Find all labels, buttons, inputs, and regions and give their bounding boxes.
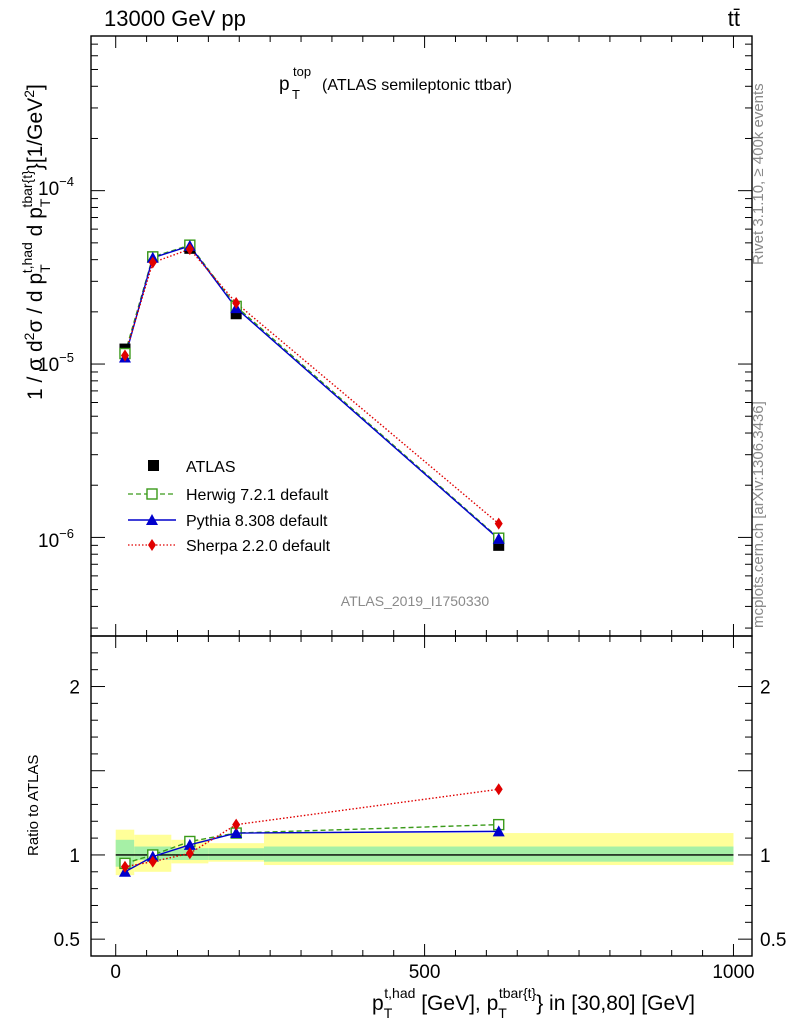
- frame-layer: 0.5 0.5 1 1 2 2 0 500 1000: [54, 35, 786, 983]
- ratio-pythia-point: [183, 838, 196, 850]
- xtick-label: 0: [110, 962, 121, 983]
- xtick-label: 500: [409, 962, 441, 983]
- ratio-ytick-label-left: 0.5: [54, 930, 80, 951]
- ratio-ytick-label-right: 1: [760, 846, 771, 867]
- ytick-label-1e-6: 10−6: [38, 526, 74, 552]
- title-p: p: [279, 74, 290, 95]
- main-pythia-point: [492, 532, 505, 544]
- main-sherpa-point: [148, 256, 157, 269]
- legend-atlas-label: ATLAS: [186, 459, 236, 476]
- ratio-plot-frame: [90, 635, 753, 957]
- mcplots-label: mcplots.cern.ch [arXiv:1306.3436]: [750, 401, 767, 628]
- ratio-ytick-label-left: 1: [69, 846, 80, 867]
- ratio-ytick-label-left: 2: [69, 678, 80, 699]
- header-energy-label: 13000 GeV pp: [104, 6, 246, 31]
- legend-herwig-label: Herwig 7.2.1 default: [186, 487, 329, 504]
- ratio-ytick-label-right: 0.5: [760, 930, 786, 951]
- svg-text:1 / σ d2σ / d pTt,had d pTtbar: 1 / σ d2σ / d pTt,had d pTtbar{t}}[1/GeV…: [19, 84, 53, 400]
- ratio-plot-layer: [115, 783, 734, 877]
- legend-sherpa-marker: [148, 539, 156, 551]
- xlabel: pTt,had [GeV], pTtbar{t}} in [30,80] [Ge…: [372, 985, 695, 1021]
- ratio-pythia-point: [492, 825, 505, 837]
- main-sherpa-point: [232, 296, 241, 309]
- ratio-pythia-point: [230, 827, 243, 839]
- main-sherpa-line: [124, 248, 500, 525]
- ytick-label-1e-5: 10−5: [38, 350, 74, 376]
- main-ylabel: 1 / σ d2σ / d pTt,had d pTtbar{t}}[1/GeV…: [19, 84, 53, 400]
- legend-atlas-marker: [148, 460, 159, 471]
- main-sherpa-point: [120, 349, 129, 362]
- svg-text:pTt,had [GeV], pTtbar{t}} in [: pTt,had [GeV], pTtbar{t}} in [30,80] [Ge…: [372, 985, 695, 1021]
- ratio-sherpa-point: [494, 783, 503, 796]
- title-rest: (ATLAS semileptonic ttbar): [322, 77, 512, 94]
- ratio-sherpa-point: [148, 855, 157, 868]
- ratio-ytick-label-right: 2: [760, 678, 771, 699]
- analysis-watermark: ATLAS_2019_I1750330: [341, 593, 490, 609]
- main-atlas-point: [230, 308, 242, 320]
- ratio-sherpa-point: [232, 818, 241, 831]
- legend: ATLAS Herwig 7.2.1 default Pythia 8.308 …: [128, 459, 331, 555]
- main-plot-title: p: [279, 74, 290, 95]
- ratio-ylabel: Ratio to ATLAS: [25, 755, 42, 856]
- legend-pythia-label: Pythia 8.308 default: [186, 513, 328, 530]
- main-atlas-point: [493, 539, 505, 551]
- header-process-label: tt̄: [728, 6, 740, 31]
- ytick-label-1e-4: 10−4: [38, 174, 74, 200]
- ratio-band-inner: [208, 848, 264, 860]
- legend-herwig-marker: [146, 488, 158, 500]
- ratio-sherpa-point: [120, 860, 129, 873]
- xtick-label: 1000: [712, 962, 754, 983]
- legend-pythia-marker: [146, 514, 158, 525]
- legend-sherpa-label: Sherpa 2.2.0 default: [186, 538, 331, 555]
- ratio-sherpa-point: [185, 847, 194, 860]
- main-sherpa-point: [494, 517, 503, 530]
- title-superscript: top: [293, 64, 311, 79]
- main-sherpa-point: [185, 243, 194, 256]
- main-plot-layer: [118, 239, 505, 551]
- ratio-sherpa-line: [124, 788, 499, 868]
- ratio-band-inner: [263, 846, 734, 862]
- rivet-version-label: Rivet 3.1.10, ≥ 400k events: [750, 83, 767, 265]
- title-subscript: T: [292, 87, 300, 102]
